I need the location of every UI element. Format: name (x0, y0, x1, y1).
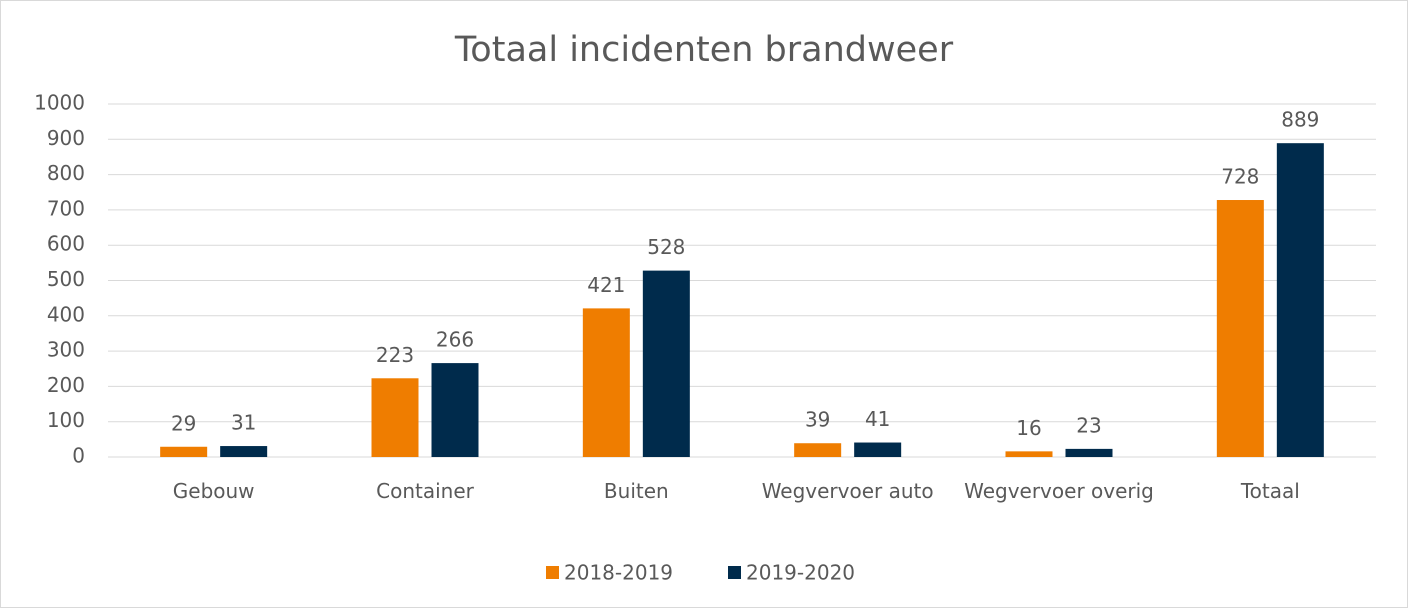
data-label: 29 (171, 411, 196, 435)
y-tick-label: 900 (47, 126, 85, 150)
data-label: 23 (1076, 413, 1101, 437)
data-label: 889 (1281, 108, 1319, 132)
bar (160, 446, 208, 457)
bar (1216, 200, 1264, 458)
data-label: 16 (1016, 416, 1041, 440)
y-tick-label: 800 (47, 161, 85, 185)
y-tick-label: 700 (47, 196, 85, 220)
bar (794, 443, 842, 457)
legend-label: 2018-2019 (564, 561, 673, 585)
x-tick-label: Container (376, 479, 474, 503)
y-tick-label: 100 (47, 408, 85, 432)
bar (854, 442, 902, 457)
x-tick-label: Wegvervoer overig (964, 479, 1154, 503)
data-label: 728 (1221, 165, 1259, 189)
y-tick-label: 300 (47, 338, 85, 362)
bar (371, 378, 419, 457)
x-tick-label: Totaal (1240, 479, 1300, 503)
bar (220, 446, 268, 457)
y-tick-label: 1000 (34, 91, 85, 115)
legend-swatch (728, 566, 741, 579)
legend-swatch (546, 566, 559, 579)
bar (1276, 143, 1324, 458)
y-tick-label: 0 (72, 444, 85, 468)
data-label: 39 (805, 408, 830, 432)
legend-label: 2019-2020 (746, 561, 855, 585)
x-tick-label: Gebouw (172, 479, 255, 503)
data-label: 31 (231, 411, 256, 435)
bar (431, 363, 479, 457)
data-label: 421 (587, 273, 625, 297)
bar (1065, 448, 1113, 457)
bar (642, 270, 690, 457)
y-tick-label: 400 (47, 302, 85, 326)
data-label: 266 (436, 328, 474, 352)
bar (582, 308, 630, 457)
x-tick-label: Buiten (603, 479, 669, 503)
bar (1005, 451, 1053, 457)
data-label: 528 (647, 235, 685, 259)
chart-title: Totaal incidenten brandweer (454, 30, 954, 70)
data-label: 223 (376, 343, 414, 367)
data-label: 41 (865, 407, 890, 431)
x-tick-label: Wegvervoer auto (761, 479, 934, 503)
y-tick-label: 600 (47, 232, 85, 256)
y-tick-label: 500 (47, 267, 85, 291)
y-tick-label: 200 (47, 373, 85, 397)
